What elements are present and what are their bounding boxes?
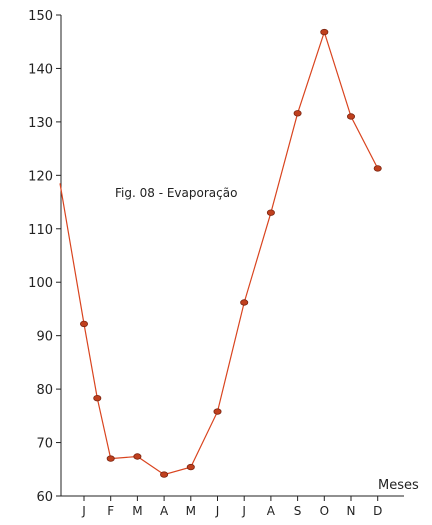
data-point [293, 110, 302, 117]
y-tick-label: 120 [28, 169, 53, 184]
y-tick-label: 100 [28, 276, 53, 291]
y-tick-label: 80 [36, 383, 53, 398]
data-point [346, 113, 355, 120]
x-tick-label: O [320, 504, 329, 518]
x-tick-label: M [132, 504, 142, 518]
data-point [213, 408, 222, 415]
x-tick-label: S [294, 504, 302, 518]
data-point [240, 299, 249, 306]
y-tick-label: 140 [28, 62, 53, 77]
data-point [266, 209, 275, 216]
x-tick-label: D [373, 504, 382, 518]
y-tick-label: 70 [36, 437, 53, 452]
series-line [59, 30, 379, 476]
x-tick-label: N [347, 504, 356, 518]
x-axis-title: Meses [378, 478, 419, 493]
x-tick-label: M [186, 504, 196, 518]
x-tick-label: J [81, 504, 86, 518]
x-tick-label: A [267, 504, 276, 518]
y-tick-label: 60 [36, 490, 53, 505]
data-point [320, 28, 329, 36]
chart-series [59, 28, 382, 478]
y-axis-ticks: 60 70 80 90 100 110 120 130 140 150 [28, 9, 61, 505]
y-tick-label: 130 [28, 116, 53, 131]
data-point [373, 165, 382, 172]
data-point [80, 320, 89, 328]
y-tick-label: 90 [36, 330, 53, 345]
chart-axes [60, 15, 404, 497]
x-tick-label: F [107, 504, 114, 518]
y-tick-label: 150 [28, 9, 53, 24]
x-tick-label: A [160, 504, 169, 518]
data-point [93, 395, 102, 402]
data-point [186, 463, 195, 471]
x-tick-label: J [241, 504, 246, 518]
chart-title: Fig. 08 - Evaporação [115, 186, 237, 200]
data-point [106, 455, 115, 462]
x-tick-label: J [215, 504, 220, 518]
data-point [160, 471, 169, 478]
data-point [133, 453, 142, 460]
y-tick-label: 110 [28, 223, 53, 238]
